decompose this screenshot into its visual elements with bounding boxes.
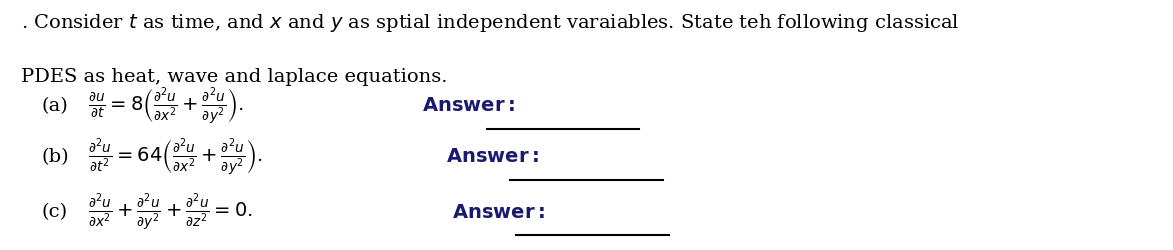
- Text: $\mathbf{Answer:}$: $\mathbf{Answer:}$: [416, 97, 515, 115]
- Text: (c): (c): [41, 204, 67, 222]
- Text: (b): (b): [41, 148, 69, 166]
- Text: PDES as heat, wave and laplace equations.: PDES as heat, wave and laplace equations…: [21, 68, 448, 86]
- Text: $\frac{\partial^2 u}{\partial t^2} = 64\left(\frac{\partial^2 u}{\partial x^2} +: $\frac{\partial^2 u}{\partial t^2} = 64\…: [88, 138, 263, 177]
- Text: $\mathbf{Answer:}$: $\mathbf{Answer:}$: [446, 204, 544, 222]
- Text: $\frac{\partial^2 u}{\partial x^2} + \frac{\partial^2 u}{\partial y^2} + \frac{\: $\frac{\partial^2 u}{\partial x^2} + \fr…: [88, 192, 253, 233]
- Text: (a): (a): [41, 97, 68, 115]
- Text: $\mathbf{Answer:}$: $\mathbf{Answer:}$: [440, 148, 538, 166]
- Text: $\frac{\partial u}{\partial t} = 8\left(\frac{\partial^2 u}{\partial x^2} + \fra: $\frac{\partial u}{\partial t} = 8\left(…: [88, 86, 244, 126]
- Text: . Consider $t$ as time, and $x$ and $y$ as sptial independent varaiables. State : . Consider $t$ as time, and $x$ and $y$ …: [21, 12, 960, 34]
